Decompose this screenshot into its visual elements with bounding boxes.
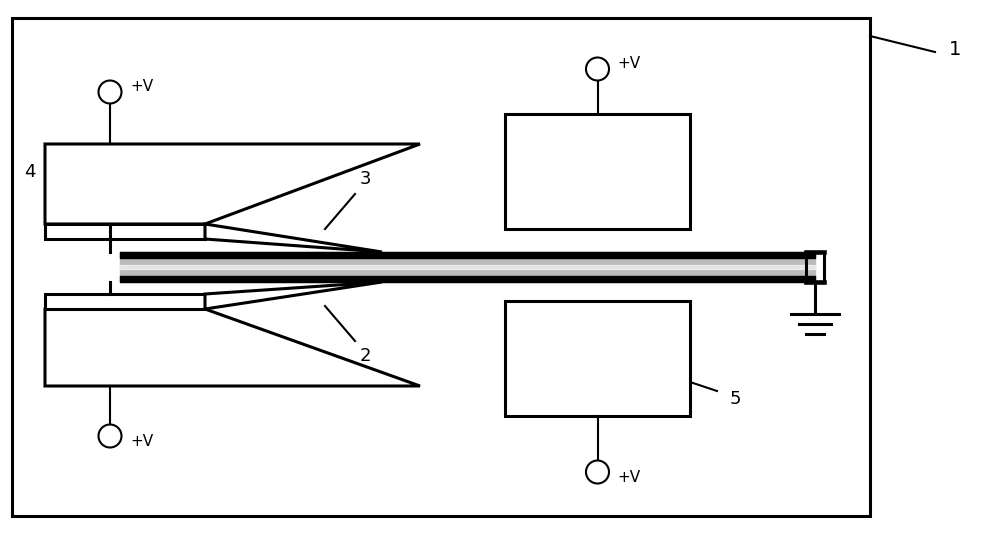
Polygon shape bbox=[205, 224, 382, 252]
Text: +V: +V bbox=[618, 56, 641, 70]
Polygon shape bbox=[205, 282, 382, 309]
Circle shape bbox=[586, 460, 609, 483]
Polygon shape bbox=[45, 144, 420, 224]
Text: 2: 2 bbox=[359, 347, 371, 365]
Text: 3: 3 bbox=[359, 170, 371, 188]
Bar bbox=[12, 18, 870, 516]
Bar bbox=[505, 114, 690, 229]
Text: 5: 5 bbox=[729, 390, 741, 408]
Polygon shape bbox=[45, 224, 205, 239]
Text: +V: +V bbox=[130, 435, 153, 450]
Text: 1: 1 bbox=[949, 40, 961, 59]
Text: +V: +V bbox=[130, 78, 153, 93]
Text: +V: +V bbox=[618, 470, 641, 485]
Circle shape bbox=[586, 58, 609, 81]
Text: 4: 4 bbox=[24, 163, 36, 181]
Polygon shape bbox=[45, 309, 420, 386]
Polygon shape bbox=[45, 294, 205, 309]
Bar bbox=[505, 301, 690, 416]
Circle shape bbox=[98, 425, 122, 447]
Circle shape bbox=[98, 81, 122, 104]
